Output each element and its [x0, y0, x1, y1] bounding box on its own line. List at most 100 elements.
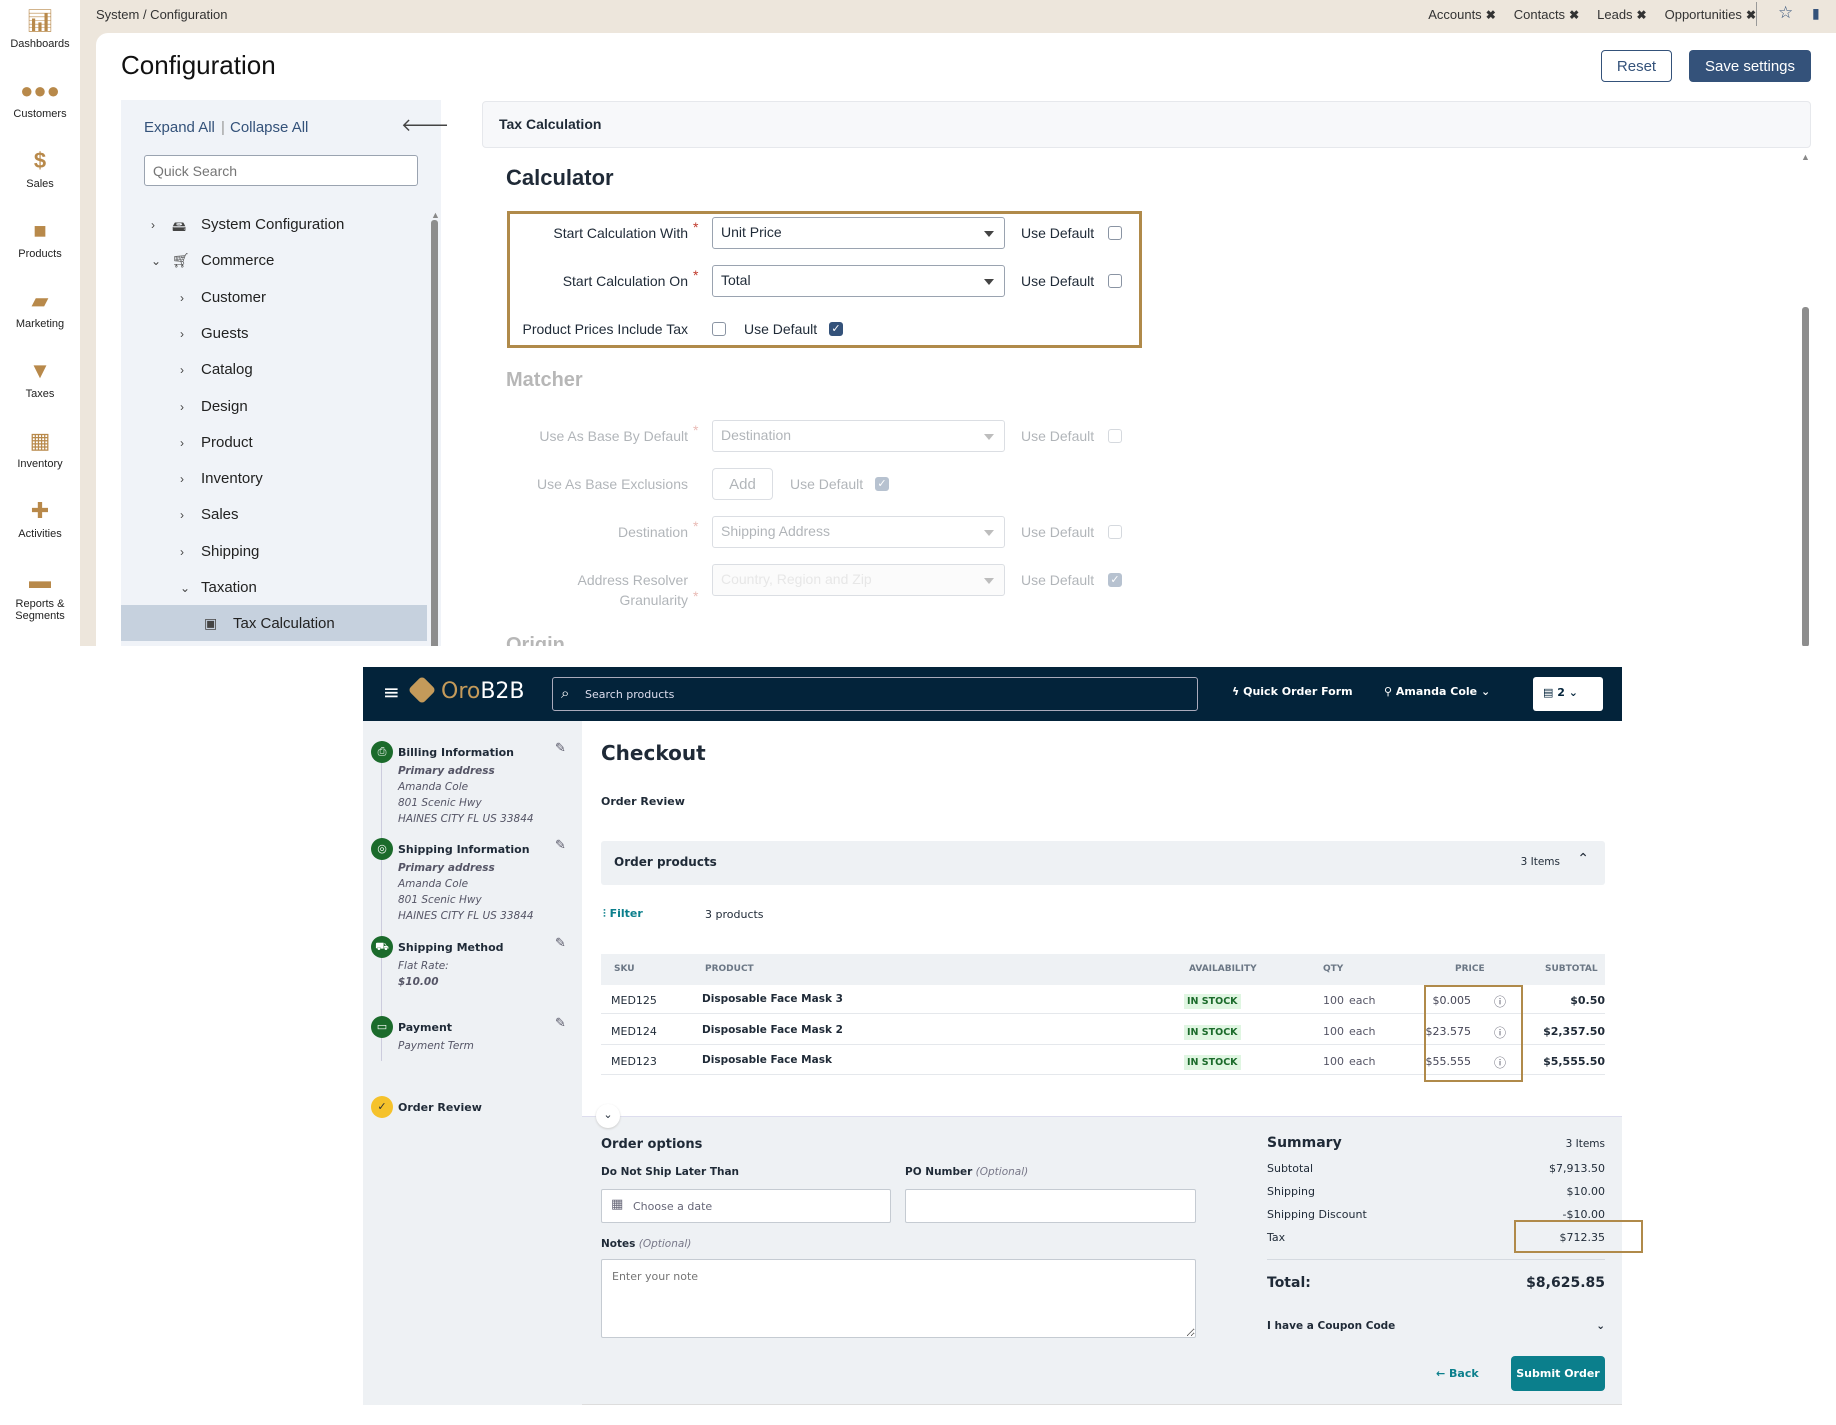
- use-default-checkbox[interactable]: [1108, 429, 1122, 443]
- search-input[interactable]: ⌕ Search products: [552, 677, 1198, 711]
- use-default-checkbox-checked[interactable]: ✓: [829, 322, 843, 336]
- user-menu[interactable]: ⚲ Amanda Cole ⌄: [1384, 685, 1491, 698]
- info-icon[interactable]: ⓘ: [1494, 995, 1507, 1009]
- ship-date-label: Do Not Ship Later Than: [601, 1166, 740, 1178]
- notes-textarea[interactable]: [601, 1259, 1196, 1338]
- product-cell[interactable]: Disposable Face Mask: [702, 1054, 832, 1066]
- chevron-down-icon[interactable]: ⌄: [151, 254, 162, 269]
- pin-icon[interactable]: ▮: [1812, 5, 1820, 21]
- pinned-tab[interactable]: Accounts ✖: [1428, 7, 1496, 22]
- chevron-down-icon[interactable]: ⌄: [180, 581, 191, 595]
- star-icon[interactable]: ☆: [1778, 3, 1794, 22]
- back-link[interactable]: ← Back: [1436, 1367, 1479, 1380]
- tree-item[interactable]: System Configuration: [201, 216, 345, 233]
- scroll-up-icon[interactable]: ▲: [1801, 152, 1810, 162]
- po-number-input[interactable]: [905, 1189, 1196, 1223]
- clipboard-check-icon: ✓: [371, 1096, 393, 1118]
- reset-button[interactable]: Reset: [1601, 50, 1672, 82]
- tree-item[interactable]: Taxation: [201, 579, 257, 596]
- server-icon: 🖴: [172, 218, 187, 234]
- briefcase-icon: ■: [33, 218, 47, 243]
- ship-date-input[interactable]: ▦ Choose a date: [601, 1189, 891, 1223]
- tree-item[interactable]: Tax Calculation: [233, 615, 335, 633]
- chevron-right-icon[interactable]: ›: [180, 399, 184, 414]
- pinned-tab[interactable]: Leads ✖: [1597, 7, 1647, 22]
- nav-taxes[interactable]: ▼ Taxes: [0, 358, 80, 400]
- price-cell: $23.575: [1425, 1024, 1472, 1038]
- nav-inventory[interactable]: ▦ Inventory: [0, 428, 80, 470]
- nav-customers[interactable]: ●●● Customers: [0, 78, 80, 120]
- submit-order-button[interactable]: Submit Order: [1511, 1356, 1605, 1391]
- edit-icon[interactable]: ✎: [555, 1016, 566, 1031]
- chevron-right-icon[interactable]: ›: [180, 508, 184, 523]
- step-details: Flat Rate: $10.00: [398, 960, 449, 988]
- use-default-checkbox-checked[interactable]: ✓: [1108, 573, 1122, 587]
- tree-item[interactable]: Customer: [201, 288, 267, 306]
- book-icon: ▰: [31, 288, 49, 313]
- tree-item[interactable]: Product: [201, 433, 253, 451]
- chevron-right-icon[interactable]: ›: [180, 435, 184, 450]
- arrow-left-icon[interactable]: 🡐: [401, 115, 450, 135]
- logo[interactable]: OroB2B: [441, 679, 525, 704]
- tree-item[interactable]: Catalog: [201, 361, 253, 379]
- collapse-toggle[interactable]: ⌄: [596, 1104, 620, 1128]
- start-on-select[interactable]: Total: [712, 265, 1005, 297]
- use-default-checkbox[interactable]: [1108, 525, 1122, 539]
- step-line: [381, 741, 382, 1061]
- step-title: Payment: [398, 1021, 453, 1034]
- nav-products[interactable]: ■ Products: [0, 218, 80, 260]
- chevron-right-icon[interactable]: ›: [180, 326, 184, 341]
- shopping-list-button[interactable]: ▤ 2 ⌄: [1533, 677, 1603, 711]
- start-with-select[interactable]: Unit Price: [712, 217, 1005, 249]
- tree-item[interactable]: Design: [201, 397, 248, 415]
- summary-total: Total: $8,625.85: [1267, 1275, 1605, 1291]
- product-cell[interactable]: Disposable Face Mask 3: [702, 993, 843, 1005]
- chevron-right-icon[interactable]: ›: [180, 472, 184, 487]
- tree-scrollbar[interactable]: ▲: [431, 210, 440, 646]
- quick-search-input[interactable]: [144, 155, 418, 186]
- nav-sales[interactable]: $ Sales: [0, 148, 80, 190]
- use-default-checkbox-checked[interactable]: ✓: [875, 477, 889, 491]
- tree-item[interactable]: Inventory: [201, 470, 263, 488]
- tree-item[interactable]: Guests: [201, 324, 249, 342]
- collapse-all-link[interactable]: Collapse All: [230, 119, 309, 136]
- edit-icon[interactable]: ✎: [555, 838, 566, 853]
- hamburger-menu-icon[interactable]: ≡: [383, 680, 400, 704]
- edit-icon[interactable]: ✎: [555, 936, 566, 951]
- info-icon[interactable]: ⓘ: [1494, 1025, 1507, 1040]
- granularity-label: Granularity: [619, 592, 688, 608]
- use-default-label: Use Default: [1021, 524, 1095, 540]
- chevron-right-icon[interactable]: ›: [180, 544, 184, 559]
- nav-dashboards[interactable]: 📊︎ Dashboards: [0, 8, 80, 50]
- pinned-tab[interactable]: Opportunities ✖: [1664, 7, 1756, 22]
- nav-marketing[interactable]: ▰ Marketing: [0, 288, 80, 330]
- highlight-box: [507, 211, 1142, 348]
- info-icon[interactable]: ⓘ: [1494, 1056, 1507, 1070]
- use-default-checkbox[interactable]: [1108, 274, 1122, 288]
- edit-icon[interactable]: ✎: [555, 741, 566, 756]
- add-exclusion-button[interactable]: Add: [712, 468, 773, 500]
- step-details: Primary address Amanda Cole 801 Scenic Hwy…: [398, 862, 534, 922]
- prices-include-tax-checkbox[interactable]: [712, 322, 726, 336]
- chevron-right-icon[interactable]: ›: [180, 363, 184, 378]
- tree-item[interactable]: Sales: [201, 506, 239, 524]
- nav-activities[interactable]: ✚ Activities: [0, 498, 80, 540]
- sliders-icon: ⫶: [603, 907, 610, 920]
- chevron-right-icon[interactable]: ›: [151, 218, 155, 232]
- filter-button[interactable]: ⫶ Filter: [603, 907, 643, 920]
- use-default-checkbox[interactable]: [1108, 226, 1122, 240]
- base-default-select[interactable]: Destination: [712, 420, 1005, 452]
- coupon-toggle[interactable]: I have a Coupon Code ⌄: [1267, 1320, 1605, 1332]
- save-settings-button[interactable]: Save settings: [1689, 50, 1811, 82]
- main-scrollbar[interactable]: [1802, 307, 1809, 646]
- pinned-tab[interactable]: Contacts ✖: [1513, 7, 1580, 22]
- product-cell[interactable]: Disposable Face Mask 2: [702, 1023, 843, 1036]
- order-products-header[interactable]: Order products 3 Items ⌃: [601, 841, 1605, 885]
- chevron-right-icon[interactable]: ›: [180, 290, 184, 305]
- tree-item[interactable]: Shipping: [201, 542, 260, 560]
- destination-select[interactable]: Shipping Address: [712, 516, 1005, 548]
- nav-reports[interactable]: ▬ Reports & Segments: [0, 568, 80, 622]
- quick-order-form-link[interactable]: ϟ Quick Order Form: [1232, 685, 1353, 698]
- expand-all-link[interactable]: Expand All: [144, 119, 215, 136]
- tree-item[interactable]: Commerce: [201, 252, 275, 270]
